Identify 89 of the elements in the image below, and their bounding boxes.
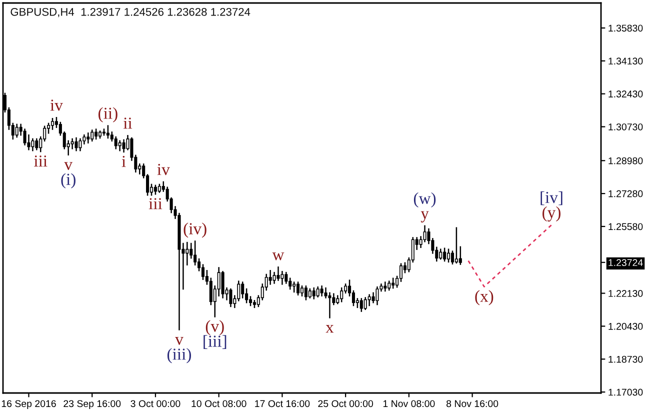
candlestick — [268, 270, 272, 285]
candlestick — [360, 298, 363, 312]
candlestick — [106, 125, 110, 139]
annotation: iii — [34, 155, 48, 167]
annotation: x — [326, 325, 334, 333]
chart-title: GBPUSD,H4 1.23917 1.24526 1.23628 1.23724 — [10, 8, 250, 18]
annotation: v — [175, 337, 184, 345]
annotation: (iii) — [167, 348, 191, 364]
candlestick — [284, 272, 288, 284]
candlestick — [194, 240, 197, 266]
candlestick — [78, 138, 82, 152]
candlestick — [35, 138, 38, 150]
annotation: y — [420, 211, 429, 222]
x-tick-label: 25 Oct 00:00 — [318, 400, 374, 408]
candlestick — [316, 286, 320, 298]
candlestick — [186, 242, 189, 266]
candlestick — [229, 288, 232, 308]
annotation: (y) — [542, 206, 560, 222]
candlestick — [439, 248, 442, 260]
y-tick-label: 1.27280 — [608, 190, 643, 198]
candlestick — [376, 286, 379, 306]
candlestick — [443, 248, 446, 262]
annotation: iv — [157, 164, 170, 176]
annotation: (x) — [475, 290, 494, 306]
y-tick-label: 1.20430 — [608, 322, 643, 330]
y-tick-label: 1.32430 — [608, 90, 643, 98]
annotation: (w) — [414, 192, 436, 208]
candlestick — [458, 246, 462, 265]
candlestick — [296, 282, 300, 296]
y-tick-label: 1.25580 — [608, 223, 643, 230]
annotation: i — [122, 156, 126, 167]
candlestick — [114, 136, 118, 150]
candlestick — [447, 248, 450, 263]
candlestick — [392, 278, 395, 289]
x-tick-label: 23 Sep 16:00 — [64, 400, 121, 410]
candlestick — [320, 285, 324, 296]
candlestick — [384, 282, 387, 292]
candlestick — [118, 140, 122, 152]
candlestick — [399, 263, 403, 282]
candlestick — [372, 292, 375, 304]
y-tick-label: 1.34130 — [608, 58, 643, 65]
candlestick — [70, 138, 74, 150]
annotation: w — [272, 252, 284, 260]
y-tick-label: 1.22130 — [608, 290, 643, 297]
candlestick — [94, 128, 98, 140]
annotation: [iv] — [540, 191, 562, 206]
candlestick — [276, 266, 280, 281]
annotation: (ii) — [98, 107, 118, 122]
candlestick — [312, 287, 316, 300]
candlestick — [368, 294, 371, 306]
y-tick-label: 1.35830 — [608, 24, 643, 32]
x-tick-label: 1 Nov 08:00 — [383, 400, 435, 408]
candlestick — [50, 118, 54, 130]
candlestick — [15, 124, 18, 138]
x-tick-label: 17 Oct 16:00 — [255, 400, 310, 408]
candlestick — [340, 287, 344, 302]
x-tick-label: 3 Oct 00:00 — [130, 400, 180, 408]
candlestick — [122, 139, 126, 153]
x-tick-label: 8 Nov 16:00 — [446, 400, 498, 408]
annotation: (i) — [61, 173, 76, 188]
x-tick-label: 10 Oct 08:00 — [192, 400, 246, 408]
annotation: ii — [123, 118, 132, 129]
x-tick-label: 16 Sep 2016 — [2, 400, 56, 410]
candlestick — [280, 270, 284, 285]
candlestick — [245, 288, 248, 304]
annotation: [iii] — [204, 335, 226, 349]
candlestick — [241, 282, 244, 298]
candlestick — [31, 138, 34, 152]
annotation: iv — [50, 100, 63, 111]
y-tick-label: 1.17030 — [608, 388, 643, 396]
y-tick-label: 1.18730 — [608, 356, 643, 363]
y-tick-label: 1.23724 — [608, 259, 643, 266]
candlestick — [201, 264, 205, 280]
candlestick — [304, 285, 308, 300]
annotation: (v) — [206, 320, 224, 336]
candlestick — [300, 285, 304, 296]
candlestick — [74, 137, 78, 152]
candlestick — [450, 250, 454, 264]
y-tick-label: 1.30730 — [608, 123, 643, 130]
y-tick-label: 1.28980 — [608, 157, 643, 164]
annotation: v — [64, 162, 73, 170]
candlestick — [90, 130, 94, 142]
candlestick — [221, 270, 224, 298]
candlestick — [364, 297, 367, 310]
candlestick — [292, 282, 296, 293]
candlestick — [86, 132, 90, 144]
annotation: iii — [148, 198, 162, 210]
annotation: (iv) — [184, 222, 206, 238]
candlestick — [454, 227, 458, 264]
